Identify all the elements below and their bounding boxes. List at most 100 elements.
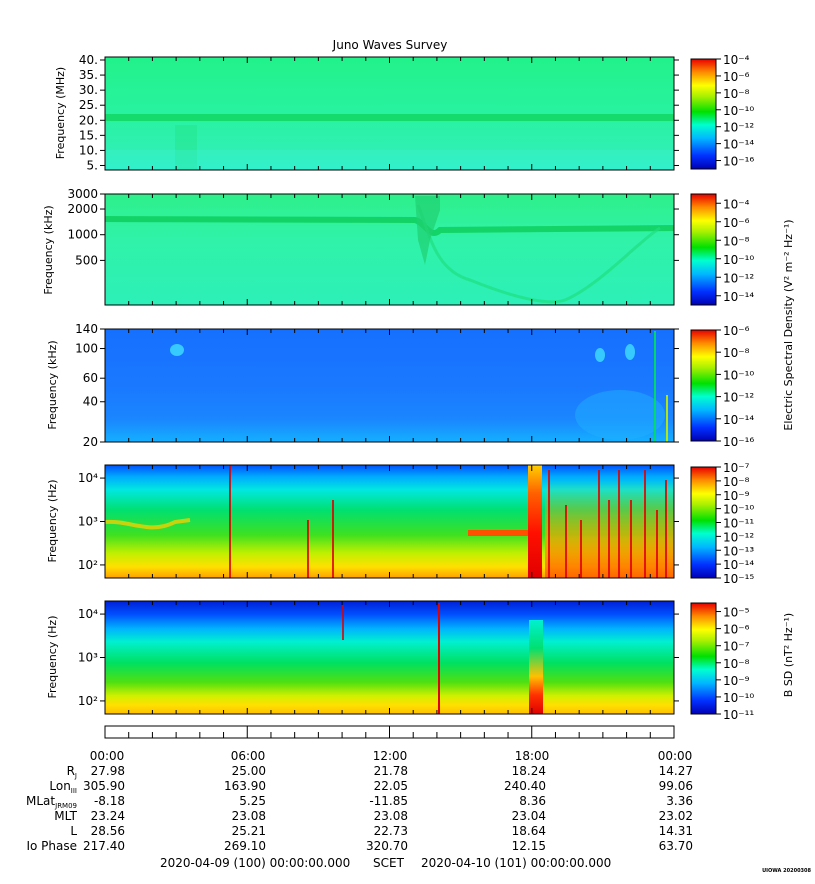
ephemeris-value: 320.70: [366, 839, 408, 853]
colorbar-tick-label: 10⁻¹⁰: [723, 253, 754, 267]
spike: [644, 470, 646, 578]
panel-4-horizontal-bar: [468, 530, 538, 536]
colorbar-tick-label: 10⁻¹¹: [723, 517, 754, 531]
ephemeris-value: -8.18: [94, 794, 125, 808]
colorbar-tick-label: 10⁻⁶: [723, 324, 750, 338]
panel-4-colorbar-ticks: 10⁻⁷10⁻⁸10⁻⁹10⁻¹⁰10⁻¹¹10⁻¹²10⁻¹³10⁻¹⁴10⁻…: [716, 461, 754, 586]
ephemeris-label: MLatJRM09: [26, 794, 77, 810]
ephemeris-value: 5.25: [239, 794, 266, 808]
spike: [548, 470, 550, 578]
ephemeris-value: 217.40: [83, 839, 125, 853]
panel-2-colorbar-ticks: 10⁻⁴ 10⁻⁶ 10⁻⁸ 10⁻¹⁰ 10⁻¹² 10⁻¹⁴: [716, 197, 754, 304]
panel-1-colorbar: 10⁻⁴ 10⁻⁶ 10⁻⁸ 10⁻¹⁰ 10⁻¹² 10⁻¹⁴ 10⁻¹⁶: [690, 53, 754, 170]
panel-4-ylabel: Frequency (Hz): [46, 480, 59, 563]
panel-1-ylabel: Frequency (MHz): [54, 67, 67, 159]
colorbar-tick-label: 10⁻¹³: [723, 544, 754, 558]
colorbar-tick-label: 10⁻⁸: [723, 475, 750, 489]
panel-5-line-2: [342, 605, 344, 640]
panel-4-left-band: [104, 518, 191, 530]
panel-5-colorbar: 10⁻⁵ 10⁻⁶ 10⁻⁷ 10⁻⁸ 10⁻⁹ 10⁻¹⁰ 10⁻¹¹: [690, 602, 754, 722]
panel-3-line-1: [654, 331, 656, 442]
ephemeris-value: 22.73: [374, 824, 408, 838]
ephemeris-table: RJ 27.98 25.00 21.78 18.24 14.27 LonIII 305.90 1…: [26, 764, 693, 853]
colorbar-tick-label: 10⁻¹⁰: [723, 503, 754, 517]
y-tick-label: 25.: [79, 98, 98, 112]
ephemeris-value: 22.05: [374, 779, 408, 793]
time-axis: 00:00 06:00 12:00 18:00 00:00: [90, 725, 693, 763]
y-tick-label: 20.: [79, 113, 98, 127]
colorbar-tick-label: 10⁻¹⁶: [723, 155, 754, 169]
ephemeris-value: 14.31: [659, 824, 693, 838]
panel-1-burst-1: [175, 125, 197, 169]
y-tick-label: 10³: [78, 515, 98, 529]
spike: [665, 480, 667, 578]
panel-4-y-ticks: 10² 10³ 10⁴: [78, 465, 679, 578]
y-tick-label: 140: [75, 322, 98, 336]
panel-4-colorbar-scale: [691, 467, 716, 578]
ephemeris-value: 23.08: [374, 809, 408, 823]
ephemeris-value: 21.78: [374, 764, 408, 778]
ephemeris-value: 269.10: [224, 839, 266, 853]
y-tick-label: 5.: [87, 158, 98, 172]
colorbar-tick-label: 10⁻⁷: [723, 640, 750, 654]
y-tick-label: 3000: [67, 187, 98, 201]
time-tick-label: 12:00: [373, 749, 408, 763]
panel-1-plot: [105, 57, 674, 170]
y-tick-label: 1000: [67, 228, 98, 242]
panel-2-colorbar-frame: [690, 193, 717, 306]
ephemeris-value: 18.64: [512, 824, 546, 838]
time-tick-label: 00:00: [90, 749, 125, 763]
panel-5-plot: [105, 601, 674, 714]
colorbar-tick-label: 10⁻⁴: [723, 197, 750, 211]
ephemeris-label: MLT: [54, 809, 77, 823]
ephemeris-value: 25.21: [232, 824, 266, 838]
panel-1: 5.10.15.20.25.30.35.40. Frequency (MHz) …: [54, 53, 754, 172]
ephemeris-label: L: [70, 824, 77, 838]
ephemeris-label-sub: III: [71, 787, 77, 795]
panel-3-colorbar-scale: [691, 330, 716, 441]
panel-4-burst: [528, 465, 542, 578]
panel-3-ylabel: Frequency (kHz): [46, 340, 59, 429]
ephemeris-value: 163.90: [224, 779, 266, 793]
time-tick-label: 06:00: [231, 749, 266, 763]
ephemeris-value: 63.70: [659, 839, 693, 853]
panel-3-line-2: [666, 395, 668, 442]
ephemeris-value: 27.98: [91, 764, 125, 778]
panel-2-ylabel: Frequency (kHz): [42, 205, 55, 294]
y-tick-label: 30.: [79, 83, 98, 97]
y-tick-label: 10³: [78, 651, 98, 665]
spike: [608, 500, 610, 578]
colorbar-tick-label: 10⁻¹⁰: [723, 691, 754, 705]
panel-5-y-ticks: 10² 10³ 10⁴: [78, 601, 679, 714]
panel-1-colorbar-frame: [690, 58, 717, 170]
colorbar-tick-label: 10⁻¹⁵: [723, 572, 754, 586]
colorbar-tick-label: 10⁻⁹: [723, 674, 750, 688]
colorbar-tick-label: 10⁻¹⁰: [723, 104, 754, 118]
panel-5-colorbar-ticks: 10⁻⁵ 10⁻⁶ 10⁻⁷ 10⁻⁸ 10⁻⁹ 10⁻¹⁰ 10⁻¹¹: [716, 606, 754, 722]
ephemeris-value: 25.00: [232, 764, 266, 778]
time-tick-label: 00:00: [658, 749, 693, 763]
panel-1-y-ticks: 5.10.15.20.25.30.35.40.: [79, 53, 679, 172]
colorbar-tick-label: 10⁻¹²: [723, 391, 754, 405]
ephemeris-value: 12.15: [512, 839, 546, 853]
y-tick-label: 40: [83, 395, 98, 409]
footer-scet: SCET: [373, 856, 404, 870]
panel-3-colorbar: 10⁻⁶ 10⁻⁸ 10⁻¹⁰ 10⁻¹² 10⁻¹⁴ 10⁻¹⁶: [690, 324, 754, 449]
spike: [618, 470, 620, 578]
colorbar-tick-label: 10⁻⁶: [723, 623, 750, 637]
ephemeris-value: 28.56: [91, 824, 125, 838]
panel-4-colorbar: 10⁻⁷10⁻⁸10⁻⁹10⁻¹⁰10⁻¹¹10⁻¹²10⁻¹³10⁻¹⁴10⁻…: [690, 461, 754, 586]
ephemeris-label-sub: JRM09: [54, 802, 77, 810]
y-tick-label: 10.: [79, 143, 98, 157]
panel-2-colorbar: 10⁻⁴ 10⁻⁶ 10⁻⁸ 10⁻¹⁰ 10⁻¹² 10⁻¹⁴: [690, 193, 754, 306]
colorbar-tick-label: 10⁻¹¹: [723, 708, 754, 722]
colorbar-label-bsd: B SD (nT² Hz⁻¹): [782, 613, 795, 697]
colorbar-tick-label: 10⁻⁷: [723, 461, 750, 475]
footer-end-date: 2020-04-10 (101) 00:00:00.000: [421, 856, 612, 870]
